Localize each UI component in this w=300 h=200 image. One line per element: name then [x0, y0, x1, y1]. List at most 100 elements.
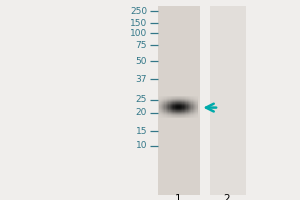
Bar — [166, 111, 167, 112]
Bar — [167, 117, 168, 118]
Bar — [210, 6, 246, 195]
Bar — [181, 104, 182, 105]
Bar — [159, 114, 160, 115]
Bar — [168, 106, 169, 107]
Bar — [191, 102, 193, 103]
Bar — [194, 110, 195, 111]
Bar — [171, 111, 172, 112]
Bar — [178, 102, 180, 103]
Bar — [167, 102, 168, 103]
Bar — [181, 101, 182, 102]
Bar — [166, 101, 167, 102]
Bar — [181, 115, 182, 116]
Bar — [173, 104, 175, 105]
Bar — [166, 117, 167, 118]
Bar — [160, 97, 162, 98]
Bar — [181, 105, 182, 106]
Bar — [185, 113, 186, 114]
Bar — [177, 100, 178, 101]
Bar — [163, 97, 164, 98]
Bar — [167, 113, 168, 114]
Bar — [169, 102, 171, 103]
Bar — [195, 114, 196, 115]
Bar — [166, 112, 167, 113]
Bar — [189, 113, 190, 114]
Bar — [191, 104, 193, 105]
Bar — [178, 108, 180, 109]
Bar — [160, 98, 162, 99]
Bar — [173, 114, 175, 115]
Bar — [159, 109, 160, 110]
Bar — [167, 111, 168, 112]
Bar — [168, 97, 169, 98]
Bar — [178, 114, 180, 115]
Bar — [166, 103, 167, 104]
Bar — [193, 109, 194, 110]
Bar — [184, 103, 185, 104]
Bar — [191, 103, 193, 104]
Bar — [182, 99, 184, 100]
Bar — [173, 100, 175, 101]
Bar — [195, 106, 196, 107]
Bar — [166, 113, 167, 114]
Bar — [162, 105, 163, 106]
Bar — [168, 98, 169, 99]
Bar — [190, 102, 191, 103]
Bar — [194, 107, 195, 108]
Bar — [169, 97, 171, 98]
Bar — [160, 112, 162, 113]
Bar — [176, 102, 177, 103]
Bar — [171, 106, 172, 107]
Bar — [188, 113, 189, 114]
Bar — [167, 103, 168, 104]
Bar — [176, 112, 177, 113]
Bar — [169, 113, 171, 114]
Bar — [186, 111, 188, 112]
Bar — [167, 101, 168, 102]
Bar — [162, 115, 163, 116]
Bar — [188, 105, 189, 106]
Bar — [193, 117, 194, 118]
Bar — [191, 113, 193, 114]
Bar — [191, 116, 193, 117]
Bar — [188, 111, 189, 112]
Bar — [172, 109, 173, 110]
Text: 10: 10 — [136, 142, 147, 150]
Bar — [177, 96, 178, 97]
Bar — [194, 106, 195, 107]
Bar — [166, 116, 167, 117]
Bar — [162, 97, 163, 98]
Bar — [195, 97, 196, 98]
Bar — [178, 110, 180, 111]
Bar — [188, 99, 189, 100]
Bar — [181, 106, 182, 107]
Bar — [175, 112, 176, 113]
Bar — [185, 97, 186, 98]
Bar — [167, 106, 168, 107]
Bar — [196, 117, 198, 118]
Bar — [195, 112, 196, 113]
Bar — [171, 104, 172, 105]
Bar — [180, 116, 181, 117]
Bar — [195, 100, 196, 101]
Bar — [163, 99, 164, 100]
Bar — [168, 102, 169, 103]
Bar — [172, 97, 173, 98]
Bar — [185, 105, 186, 106]
Bar — [186, 106, 188, 107]
Bar — [159, 100, 160, 101]
Bar — [196, 107, 198, 108]
Bar — [190, 115, 191, 116]
Bar — [184, 100, 185, 101]
Bar — [163, 106, 164, 107]
Bar — [180, 109, 181, 110]
Bar — [193, 97, 194, 98]
Bar — [173, 111, 175, 112]
Bar — [172, 114, 173, 115]
Bar — [173, 110, 175, 111]
Bar — [196, 113, 198, 114]
Bar — [166, 104, 167, 105]
Bar — [188, 117, 189, 118]
Bar — [162, 96, 163, 97]
Bar — [175, 116, 176, 117]
